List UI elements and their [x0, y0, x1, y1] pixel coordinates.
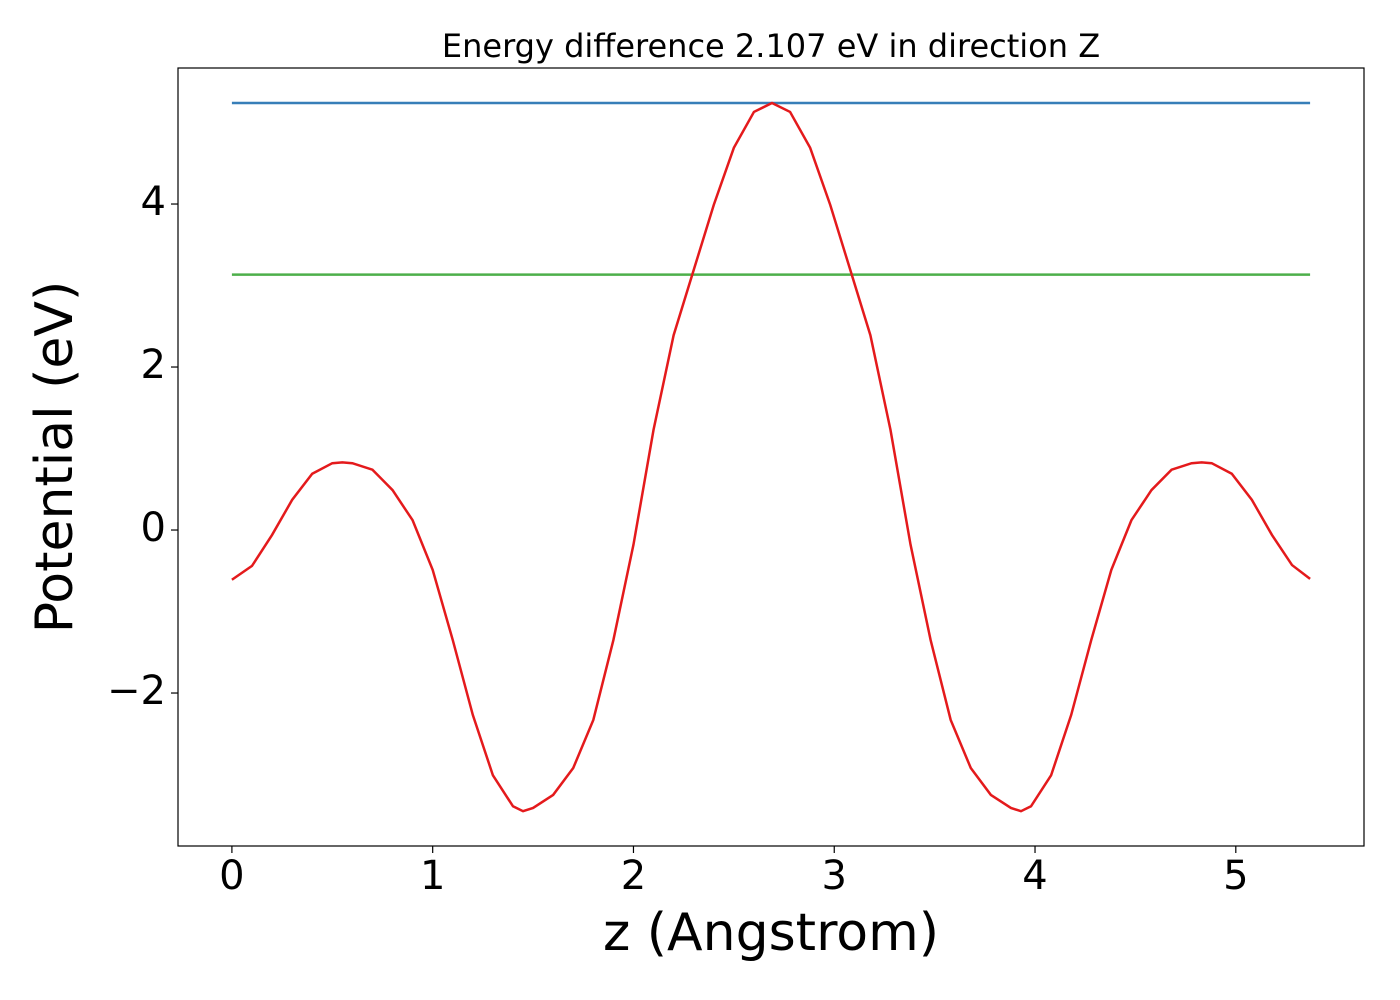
x-tick-label: 0	[219, 853, 244, 899]
x-axis-label: z (Angstrom)	[603, 903, 939, 963]
x-tick-label: 1	[420, 853, 445, 899]
x-tick-label: 5	[1223, 853, 1248, 899]
y-tick-label: 0	[141, 505, 166, 551]
y-axis-label: Potential (eV)	[25, 281, 85, 633]
line	[231, 101, 1311, 813]
y-tick-label: 4	[141, 179, 166, 225]
plot-frame	[177, 67, 1365, 847]
y-tick-label: −2	[107, 668, 166, 714]
x-tick-label: 4	[1022, 853, 1047, 899]
x-tick-label: 3	[822, 853, 847, 899]
y-tick-label: 2	[141, 342, 166, 388]
chart-title: Energy difference 2.107 eV in direction …	[442, 27, 1100, 65]
x-tick-label: 2	[621, 853, 646, 899]
